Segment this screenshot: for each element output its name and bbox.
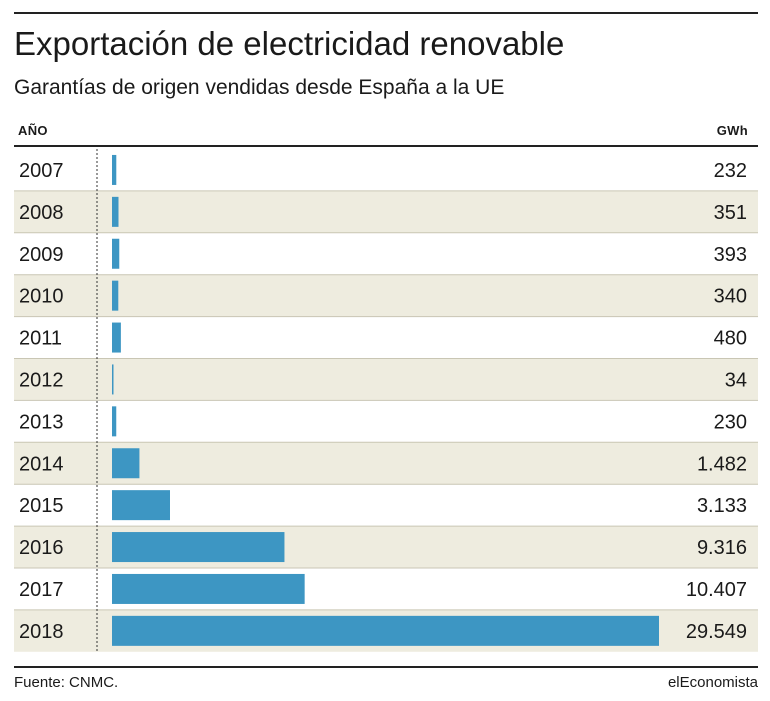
bar (112, 532, 285, 563)
unit-column-header: GWh (716, 123, 748, 138)
value-label: 34 (725, 369, 747, 391)
source-note: Fuente: CNMC. (14, 674, 119, 691)
value-label: 351 (714, 202, 747, 224)
row-stripe (14, 190, 758, 233)
bar (112, 238, 120, 269)
bar (112, 615, 659, 646)
bar (112, 490, 170, 521)
bar (112, 280, 119, 311)
bar (112, 406, 117, 437)
year-column-header: AÑO (18, 123, 48, 138)
value-label: 340 (714, 286, 747, 308)
chart-subtitle: Garantías de origen vendidas desde Españ… (14, 76, 505, 99)
year-label: 2014 (19, 453, 64, 475)
brand-logo: elEconomista (667, 674, 758, 691)
value-label: 232 (714, 160, 747, 182)
value-label: 10.407 (686, 579, 747, 601)
year-label: 2017 (19, 579, 64, 601)
value-label: 230 (714, 411, 747, 433)
year-label: 2013 (19, 411, 64, 433)
top-rule (14, 12, 758, 14)
value-label: 480 (714, 328, 747, 350)
header-rule (14, 145, 758, 147)
bar (112, 154, 117, 185)
year-label: 2016 (19, 537, 64, 559)
value-label: 9.316 (697, 537, 747, 559)
value-label: 3.133 (697, 495, 747, 517)
year-label: 2008 (19, 202, 64, 224)
row-stripe (14, 358, 758, 401)
bar (112, 573, 305, 604)
value-label: 1.482 (697, 453, 747, 475)
value-label: 29.549 (686, 621, 747, 643)
value-label: 393 (714, 244, 747, 266)
year-label: 2010 (19, 286, 64, 308)
bottom-rule (14, 666, 758, 668)
bar (112, 448, 140, 479)
year-label: 2009 (19, 244, 64, 266)
bar (112, 196, 119, 227)
bar (112, 364, 114, 395)
row-stripe (14, 274, 758, 317)
year-label: 2011 (19, 328, 62, 350)
year-label: 2018 (19, 621, 64, 643)
bar (112, 322, 121, 353)
chart-title: Exportación de electricidad renovable (14, 25, 565, 62)
year-label: 2007 (19, 160, 64, 182)
year-label: 2012 (19, 369, 64, 391)
year-label: 2015 (19, 495, 64, 517)
